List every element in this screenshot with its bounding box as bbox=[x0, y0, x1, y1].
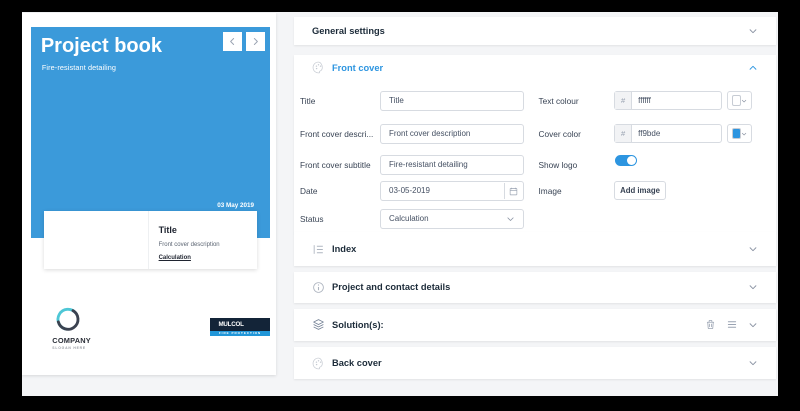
svg-text:MULCOL: MULCOL bbox=[218, 321, 244, 328]
